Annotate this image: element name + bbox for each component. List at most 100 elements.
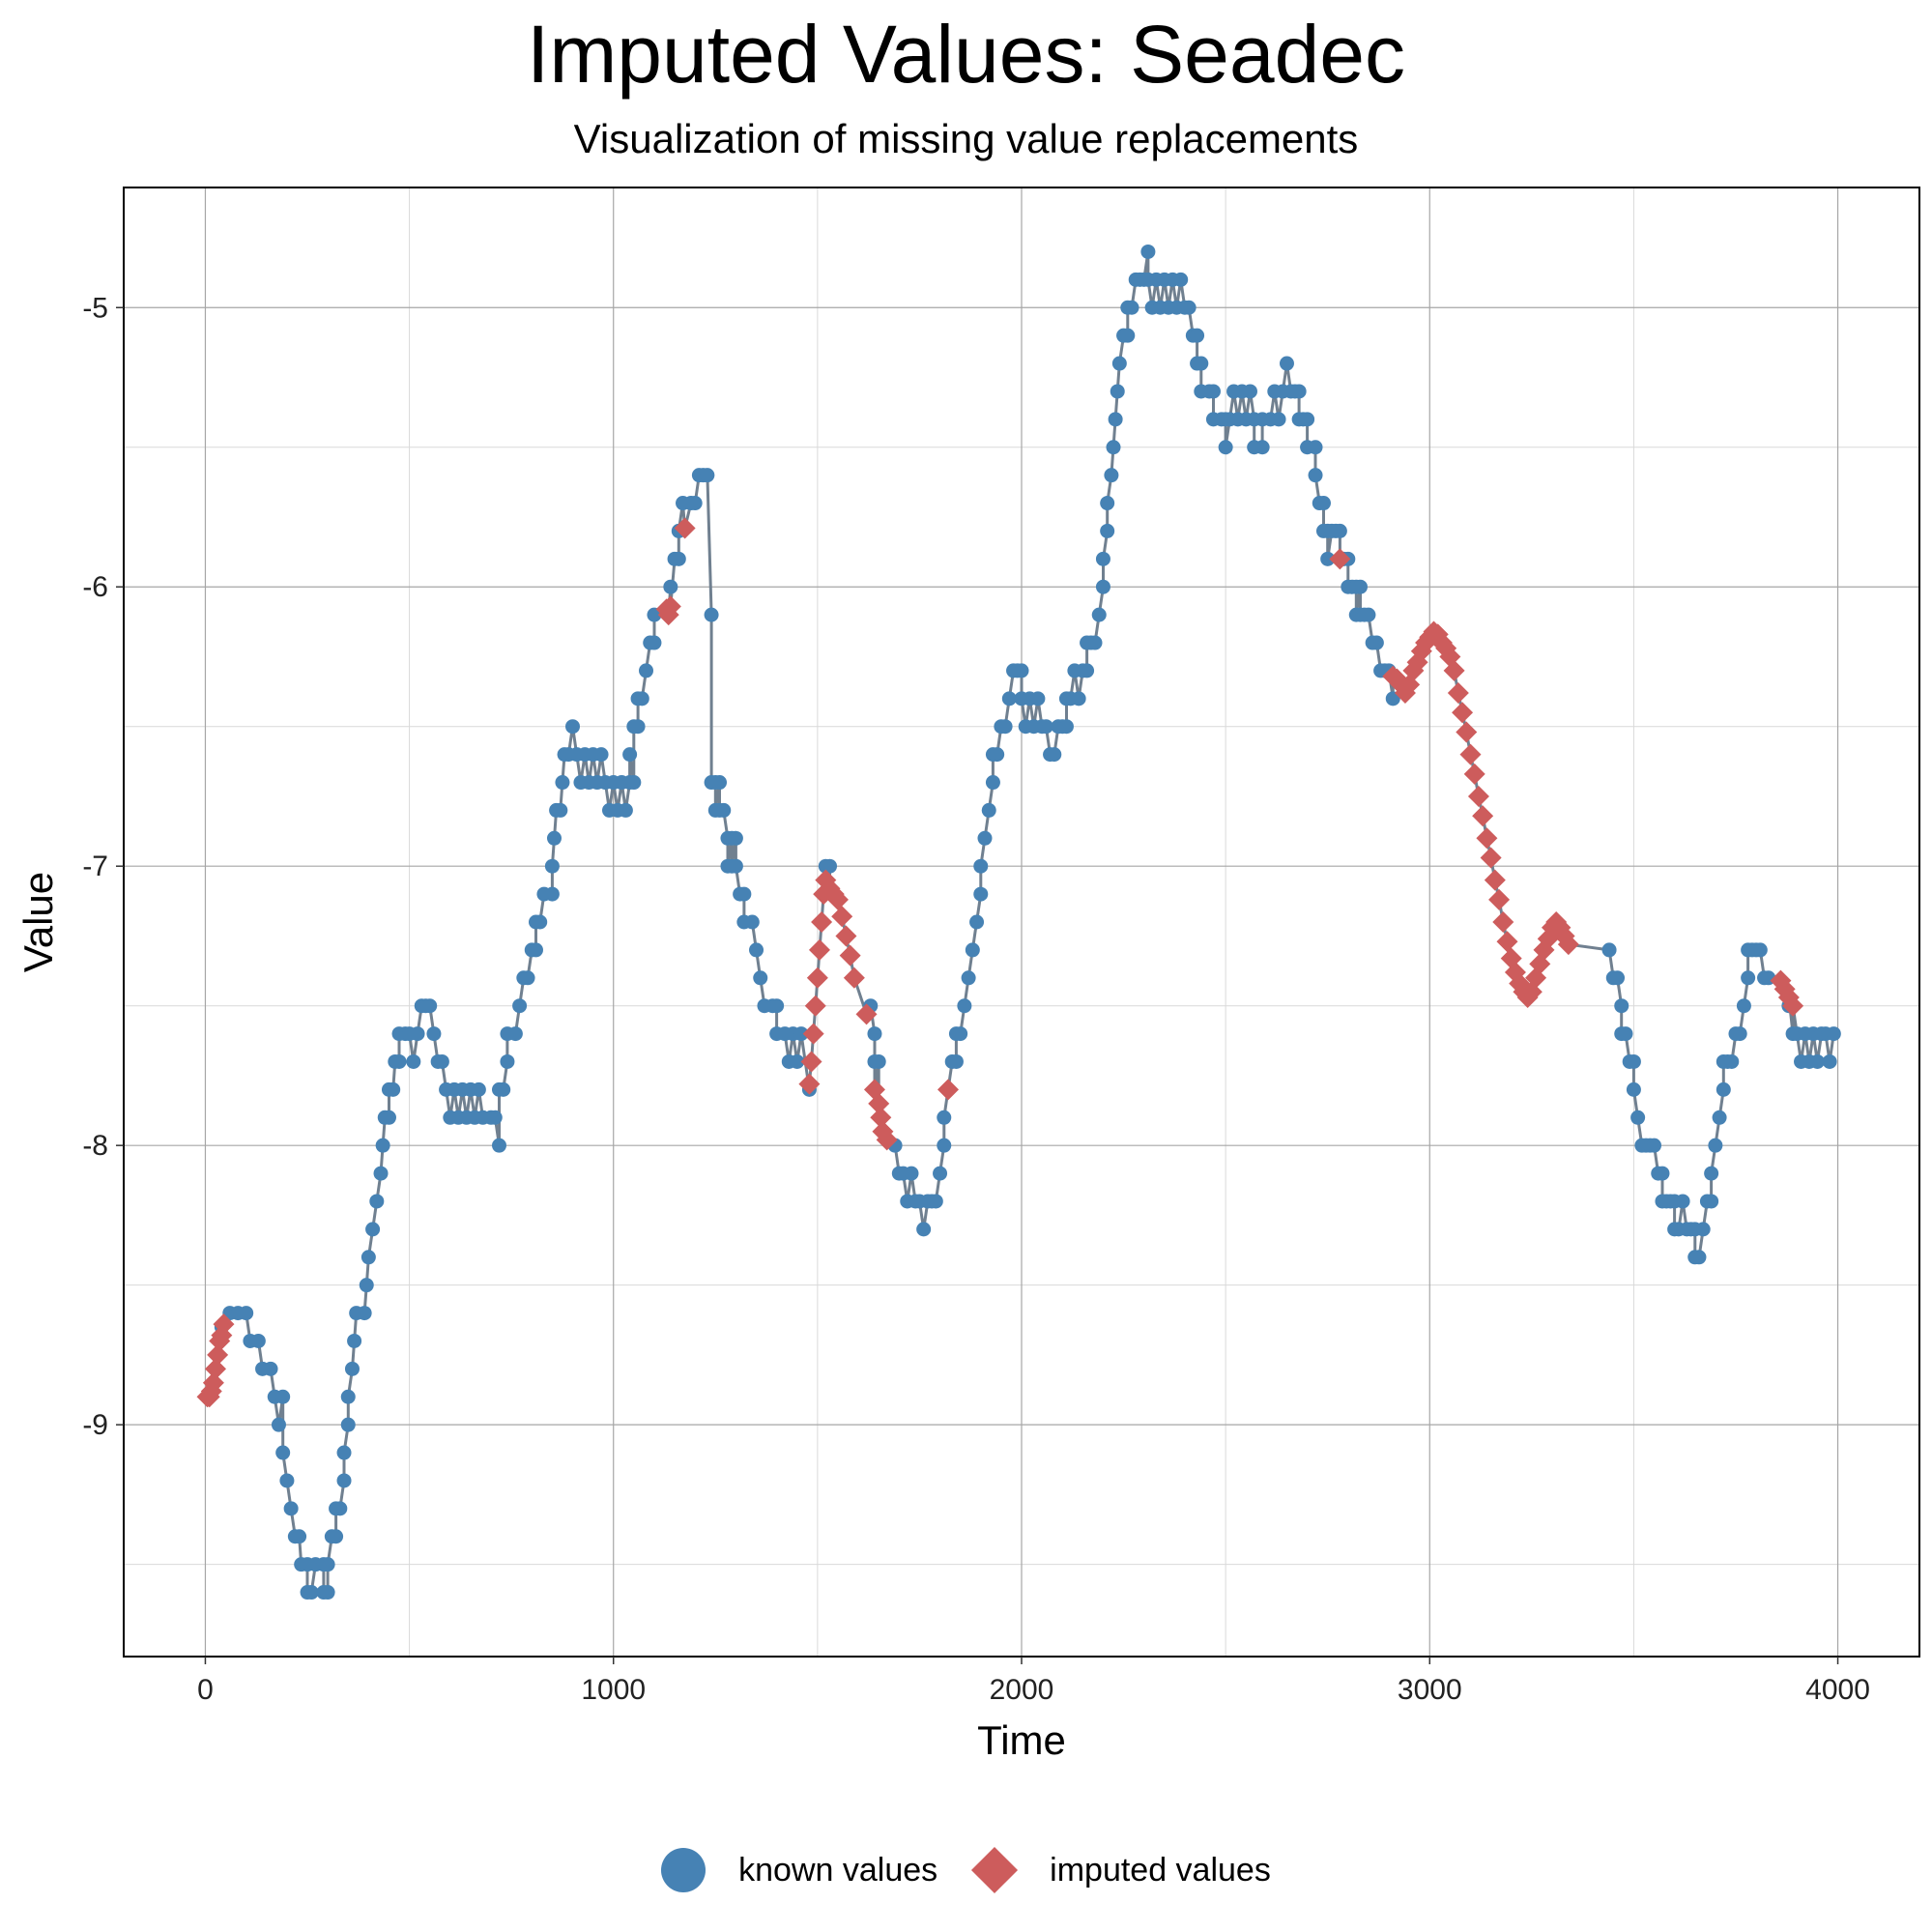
known-value-point — [728, 858, 743, 874]
known-value-point — [1708, 1138, 1723, 1153]
known-value-point — [1724, 1053, 1740, 1069]
known-value-point — [1190, 328, 1205, 343]
known-value-point — [1601, 942, 1617, 958]
known-value-point — [500, 1053, 515, 1069]
grid-layer — [124, 187, 1919, 1657]
imputed-value-point — [1488, 888, 1511, 910]
known-value-point — [391, 1053, 407, 1069]
known-value-point — [1104, 468, 1119, 483]
known-value-point — [1369, 635, 1384, 650]
known-value-point — [937, 1138, 952, 1153]
known-value-point — [997, 719, 1013, 735]
known-value-point — [593, 747, 609, 763]
known-value-point — [250, 1333, 266, 1348]
known-value-point — [1120, 328, 1136, 343]
known-value-point — [1741, 970, 1756, 986]
known-value-point — [965, 942, 980, 958]
known-value-point — [332, 1501, 348, 1516]
known-value-point — [1173, 272, 1189, 287]
known-value-point — [1181, 300, 1197, 315]
tick-layer: 0 1000 2000 3000 4000 -9 -8 -7 -6 -5 — [82, 292, 1870, 1706]
known-value-point — [1080, 663, 1095, 678]
known-value-point — [1826, 1026, 1841, 1042]
known-value-point — [275, 1389, 291, 1404]
imputed-value-point — [835, 925, 857, 947]
known-value-point — [283, 1501, 299, 1516]
known-value-point — [347, 1333, 362, 1348]
x-tick-label: 4000 — [1805, 1674, 1870, 1706]
known-value-point — [546, 830, 562, 846]
imputed-value-point — [1459, 743, 1482, 765]
known-value-point — [1218, 440, 1233, 455]
circle-marker-icon — [661, 1848, 706, 1892]
y-tick-label: -8 — [82, 1130, 108, 1162]
known-value-point — [1809, 1053, 1825, 1069]
legend-label-imputed: imputed values — [1050, 1851, 1271, 1889]
known-value-point — [1110, 384, 1125, 399]
known-value-point — [700, 468, 715, 483]
known-value-point — [1626, 1081, 1641, 1097]
known-value-point — [948, 1053, 964, 1069]
known-value-point — [263, 1361, 278, 1376]
imputed-value-point — [202, 1371, 224, 1394]
imputed-value-point — [1484, 869, 1506, 891]
known-value-point — [1058, 719, 1074, 735]
y-tick-label: -7 — [82, 851, 108, 882]
x-tick-label: 0 — [197, 1674, 214, 1706]
imputed-value-point — [1467, 785, 1489, 807]
known-value-point — [1271, 412, 1286, 427]
chart-subtitle: Visualization of missing value replaceme… — [573, 116, 1359, 161]
y-tick-label: -9 — [82, 1409, 108, 1441]
known-value-point — [320, 1585, 335, 1600]
known-value-point — [744, 914, 760, 930]
known-value-point — [381, 1110, 396, 1125]
series-line — [207, 250, 1835, 1594]
known-value-point — [239, 1306, 254, 1321]
known-value-point — [1014, 663, 1029, 678]
known-value-point — [1254, 440, 1270, 455]
imputed-value-point — [826, 888, 849, 910]
known-value-point — [434, 1053, 449, 1069]
known-value-point — [793, 1026, 809, 1042]
known-value-point — [320, 1557, 335, 1572]
known-value-point — [1047, 747, 1062, 763]
known-value-point — [937, 1110, 952, 1125]
known-value-point — [1332, 523, 1347, 538]
known-value-point — [1038, 719, 1053, 735]
known-value-point — [1614, 998, 1629, 1014]
known-value-point — [344, 1361, 360, 1376]
known-value-point — [340, 1417, 356, 1432]
known-value-point — [1352, 579, 1368, 594]
known-value-point — [422, 998, 438, 1014]
known-value-point — [1822, 1053, 1837, 1069]
known-value-point — [1095, 579, 1110, 594]
x-tick-label: 1000 — [581, 1674, 646, 1706]
known-value-point — [303, 1585, 319, 1600]
known-value-point — [961, 970, 976, 986]
known-value-point — [712, 775, 728, 791]
imputed-value-point — [802, 1023, 824, 1045]
known-value-point — [544, 858, 560, 874]
imputed-value-point — [804, 995, 826, 1017]
known-value-point — [1704, 1194, 1719, 1209]
known-value-point — [359, 1278, 374, 1293]
known-value-point — [1108, 412, 1123, 427]
known-value-point — [953, 1026, 968, 1042]
known-value-point — [1100, 496, 1115, 511]
known-value-point — [375, 1138, 390, 1153]
known-value-point — [1732, 1026, 1747, 1042]
known-value-point — [977, 830, 993, 846]
known-value-point — [1675, 1194, 1690, 1209]
known-value-point — [1291, 384, 1307, 399]
known-value-point — [626, 775, 642, 791]
known-value-point — [1308, 440, 1323, 455]
known-value-point — [1091, 607, 1107, 622]
known-value-point — [990, 747, 1005, 763]
known-value-point — [981, 802, 996, 818]
series-line-layer — [207, 250, 1835, 1594]
known-value-point — [867, 1026, 882, 1042]
known-value-point — [1242, 384, 1257, 399]
known-value-point — [969, 914, 985, 930]
known-value-point — [933, 1166, 948, 1181]
known-value-point — [507, 1026, 523, 1042]
